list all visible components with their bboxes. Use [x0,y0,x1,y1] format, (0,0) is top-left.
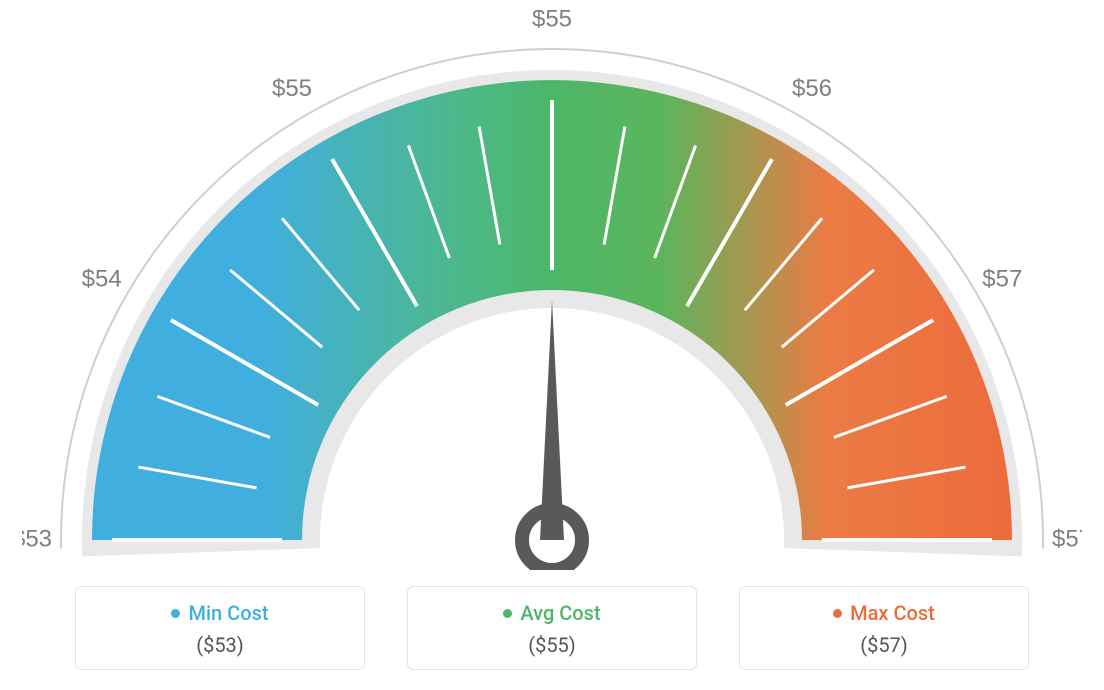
legend-label-min: Min Cost [188,601,268,625]
legend-value-min: ($53) [86,633,354,657]
svg-text:$57: $57 [982,265,1022,292]
legend-value-max: ($57) [750,633,1018,657]
legend-dot-max [833,609,842,618]
legend-label-max: Max Cost [850,601,935,625]
legend-dot-min [171,609,180,618]
legend-label-avg: Avg Cost [520,601,600,625]
cost-gauge: $53 $54 $55 $55 $56 $57 $57 [22,10,1082,570]
legend-row: Min Cost ($53) Avg Cost ($55) Max Cost (… [75,586,1029,670]
legend-card-min: Min Cost ($53) [75,586,365,670]
legend-card-avg: Avg Cost ($55) [407,586,697,670]
svg-text:$54: $54 [82,265,122,292]
legend-value-avg: ($55) [418,633,686,657]
svg-text:$57: $57 [1052,525,1082,552]
svg-text:$53: $53 [22,525,52,552]
legend-dot-avg [503,609,512,618]
svg-text:$55: $55 [532,10,572,32]
legend-card-max: Max Cost ($57) [739,586,1029,670]
svg-text:$55: $55 [272,75,312,102]
svg-text:$56: $56 [792,75,832,102]
